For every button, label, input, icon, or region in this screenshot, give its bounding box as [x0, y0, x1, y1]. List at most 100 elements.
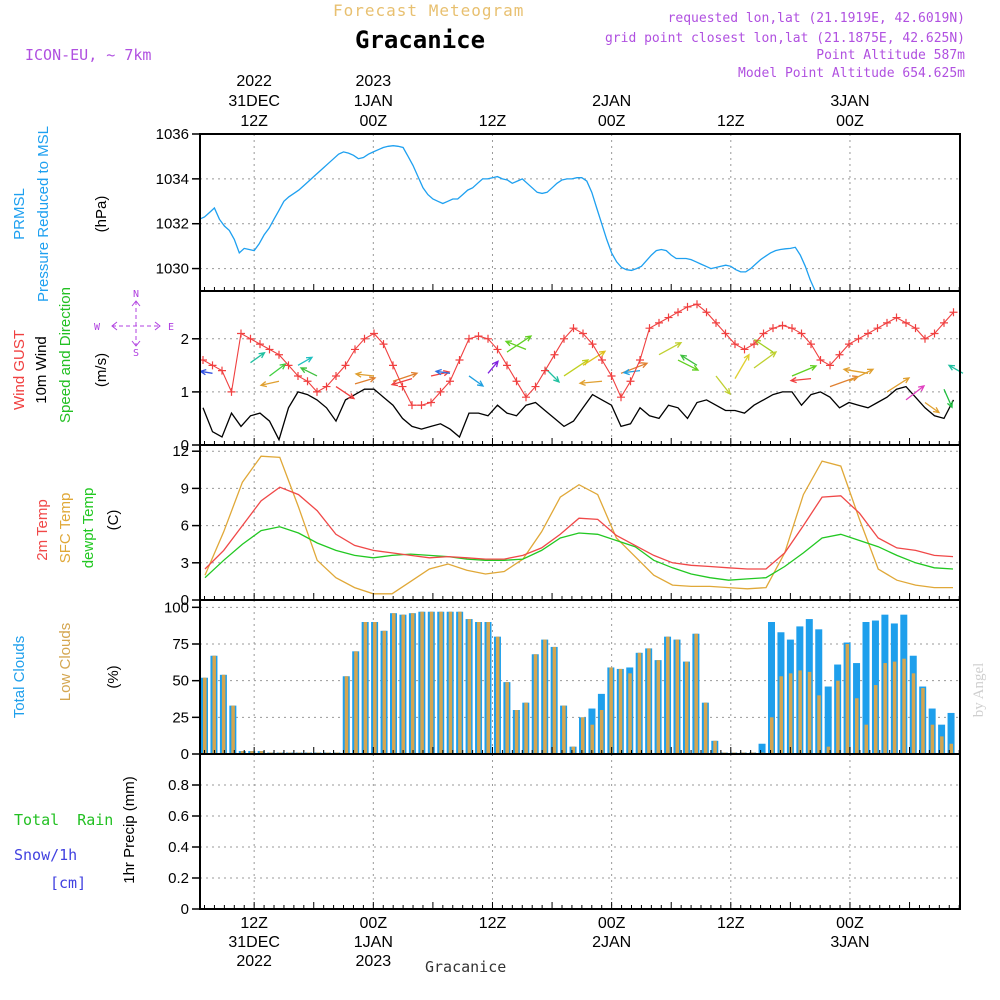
precip-label-cm: [cm]: [50, 874, 86, 892]
y-tick-label: 75: [172, 636, 189, 653]
y-tick-label: 50: [172, 673, 189, 690]
gust-marker: [816, 356, 825, 365]
compass-rose-icon: N S E W: [94, 289, 174, 359]
low-cloud-bar: [382, 630, 387, 754]
top-time-label: 00Z: [836, 113, 864, 130]
y-tick-label: 1030: [156, 261, 189, 278]
gust-marker: [835, 350, 844, 359]
low-cloud-bar: [420, 611, 424, 754]
gust-marker: [712, 318, 720, 327]
y-tick-label: 9: [181, 480, 189, 497]
wind-direction-arrows: [199, 335, 964, 414]
wind-gust-markers: [199, 300, 958, 410]
low-cloud-bar: [703, 702, 708, 754]
gust-marker: [854, 334, 863, 343]
wind-gust-line: [202, 303, 954, 406]
wind-direction-arrow: [582, 350, 607, 366]
total-cloud-bar: [947, 712, 955, 754]
y-tick-label: 0.4: [168, 839, 189, 856]
gust-marker: [237, 329, 245, 338]
wind-direction-arrow: [335, 386, 356, 400]
y-tick-label: 12: [172, 443, 189, 460]
compass-west-arrowhead: [111, 321, 118, 331]
temp-unit: (C): [105, 510, 122, 531]
gust-marker: [598, 356, 606, 365]
gust-marker: [655, 318, 663, 327]
top-time-label: 12Z: [717, 113, 745, 130]
gust-marker: [208, 361, 217, 370]
low-cloud-bar: [911, 673, 916, 754]
wind-direction-arrow: [658, 342, 683, 356]
wind-direction-arrow: [789, 376, 812, 384]
temperature-panel: 0 3 6 9 12 2m Temp SFC Temp dewpt Temp (C): [34, 443, 961, 609]
low-cloud-bar: [590, 724, 594, 754]
wind-direction-arrow: [354, 376, 377, 385]
wind-direction-arrow: [842, 367, 869, 374]
low-cloud-bar: [609, 667, 613, 754]
wind-direction-arrow: [354, 371, 375, 378]
low-cloud-bar: [533, 654, 538, 754]
y-tick-label: 25: [172, 709, 189, 726]
bottom-time-label: 31DEC: [228, 934, 280, 951]
low-cloud-bar: [817, 695, 821, 754]
y-tick-label: 0: [181, 746, 189, 763]
wind-panel: 0 1 2 Wind GUST 10m Wind Speed and Directi…: [11, 287, 964, 454]
temp-label-sfc: SFC Temp: [57, 493, 74, 564]
sfc-temp-line: [204, 455, 953, 595]
y-tick-label: 0: [181, 437, 189, 454]
wind-label-gust: Wind GUST: [11, 330, 28, 410]
total-cloud-bar: [768, 622, 775, 754]
gust-marker: [636, 356, 644, 365]
gust-marker: [626, 377, 635, 386]
gust-marker: [550, 350, 559, 359]
gust-marker: [607, 371, 616, 380]
cloud-bars: [201, 611, 955, 754]
top-time-label: 2JAN: [592, 93, 631, 110]
wind-direction-arrow: [504, 340, 527, 351]
low-cloud-bar: [779, 676, 783, 754]
pressure-frame: [199, 133, 961, 292]
gust-marker: [484, 334, 492, 343]
pressure-label-prmsl: PRMSL: [11, 188, 28, 240]
gust-marker: [807, 340, 815, 349]
wind-direction-arrow: [715, 375, 731, 396]
wind-direction-arrow: [905, 384, 926, 401]
compass-south: S: [133, 348, 139, 359]
gust-marker: [427, 398, 435, 407]
low-cloud-bar: [581, 717, 585, 754]
wind-direction-arrow: [468, 375, 485, 387]
gust-marker: [294, 371, 302, 380]
precip-label-rain: Total Rain: [14, 811, 113, 829]
gust-marker: [446, 377, 454, 386]
bottom-time-label: 2023: [356, 953, 392, 970]
gust-marker: [569, 324, 578, 333]
gust-marker: [503, 361, 511, 370]
wind-direction-arrow: [392, 371, 419, 382]
low-cloud-bar: [656, 660, 661, 754]
pressure-panel: 1030 1032 1034 1036 PRMSL Pressure Reduced …: [11, 126, 961, 302]
precip-grid: [200, 754, 960, 909]
low-cloud-bar: [694, 633, 698, 754]
wind-direction-arrow: [848, 368, 875, 382]
gust-marker: [522, 393, 530, 402]
low-cloud-bar: [855, 698, 859, 754]
wind-direction-arrow: [250, 351, 266, 364]
gust-marker: [721, 329, 730, 338]
gust-marker: [218, 366, 226, 375]
gust-marker: [341, 361, 350, 370]
gust-marker: [408, 401, 416, 410]
point-altitude: Point Altitude 587m: [816, 48, 965, 63]
gust-marker: [256, 340, 264, 349]
gust-marker: [788, 324, 796, 333]
low-cloud-bar: [892, 661, 897, 754]
wind-grid: [200, 291, 960, 445]
low-cloud-bar: [930, 724, 935, 754]
y-tick-label: 1036: [156, 126, 189, 143]
low-cloud-bar: [571, 746, 576, 754]
top-time-label: 00Z: [360, 113, 388, 130]
top-time-label: 2022: [236, 73, 272, 90]
low-cloud-bar: [250, 751, 254, 754]
gust-marker: [911, 324, 920, 333]
gust-marker: [360, 334, 369, 343]
gust-marker: [370, 329, 378, 338]
